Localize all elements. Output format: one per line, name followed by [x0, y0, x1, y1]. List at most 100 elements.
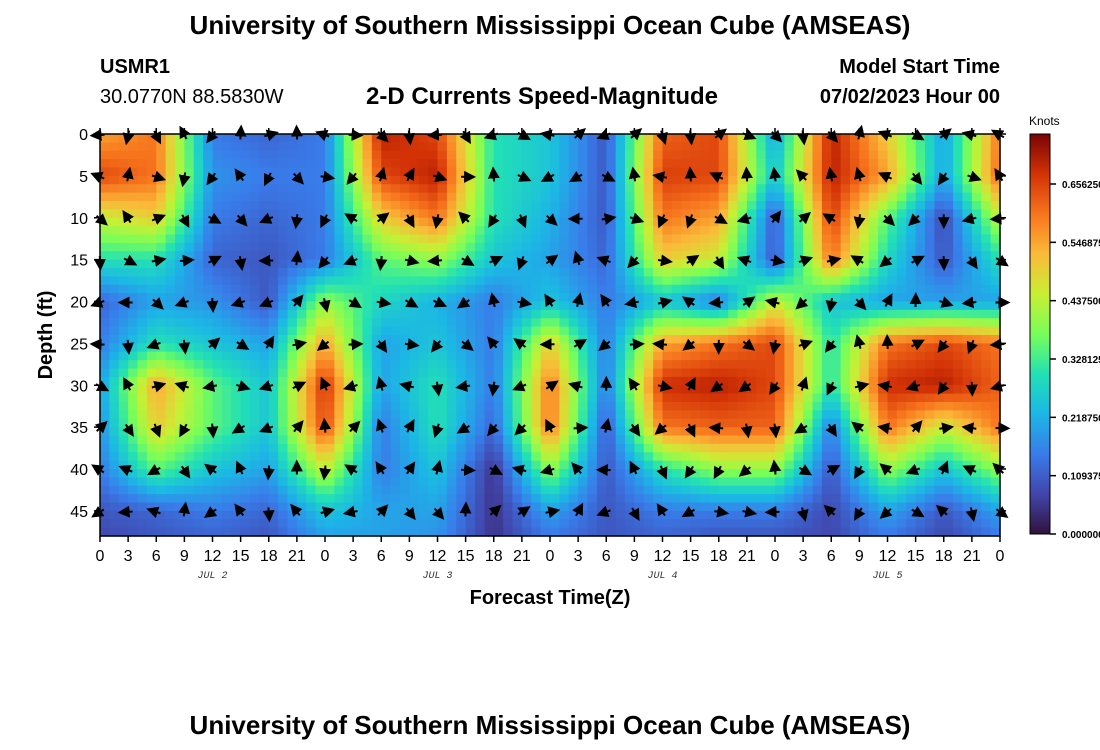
heat-cell	[109, 268, 120, 277]
heat-cell	[156, 393, 167, 403]
heat-cell	[137, 376, 148, 386]
heat-cell	[868, 343, 879, 353]
heat-cell	[165, 276, 176, 286]
heat-cell	[456, 360, 467, 370]
heat-cell	[334, 502, 345, 512]
heat-cell	[915, 242, 926, 252]
heat-cell	[371, 318, 382, 328]
heat-cell	[221, 410, 232, 420]
heat-cell	[953, 175, 964, 185]
heat-cell	[493, 293, 504, 303]
heat-cell	[718, 385, 729, 395]
heat-cell	[409, 226, 420, 236]
heat-cell	[193, 435, 204, 445]
heat-cell	[578, 485, 589, 495]
heat-cell	[437, 469, 448, 478]
heat-cell	[756, 351, 767, 361]
heat-cell	[184, 159, 195, 169]
heat-cell	[775, 150, 785, 160]
heat-cell	[578, 293, 589, 303]
heat-cell	[306, 443, 317, 453]
heat-cell	[193, 167, 204, 177]
heat-cell	[840, 276, 851, 286]
heat-cell	[437, 209, 448, 219]
heat-cell	[456, 284, 467, 294]
heat-cell	[325, 335, 335, 344]
heat-cell	[606, 234, 617, 244]
heat-cell	[381, 251, 392, 261]
heat-cell	[128, 167, 139, 177]
heat-cell	[681, 368, 692, 378]
heat-cell	[250, 460, 260, 470]
heat-cell	[756, 134, 767, 143]
heat-cell	[221, 452, 232, 462]
heat-cell	[915, 485, 926, 495]
heat-cell	[568, 519, 579, 529]
heat-cell	[578, 192, 589, 202]
heat-cell	[465, 418, 476, 428]
heat-cell	[718, 209, 729, 219]
heat-cell	[737, 360, 748, 370]
heat-cell	[165, 418, 176, 428]
heat-cell	[475, 402, 485, 411]
heat-cell	[212, 192, 223, 202]
current-vector-arrow	[853, 334, 866, 349]
heat-cell	[925, 376, 935, 386]
heat-cell	[606, 276, 617, 286]
heat-cell	[240, 477, 251, 487]
heat-cell	[156, 184, 167, 194]
heat-cell	[896, 175, 907, 185]
heat-cell	[503, 201, 514, 210]
heat-cell	[240, 402, 251, 411]
heat-cell	[268, 519, 279, 529]
heat-cell	[653, 402, 664, 411]
heat-cell	[643, 368, 654, 378]
heat-cell	[643, 175, 654, 185]
heat-cell	[559, 376, 570, 386]
heat-cell	[728, 268, 739, 277]
heat-cell	[765, 494, 776, 504]
heat-cell	[184, 242, 195, 252]
heat-cell	[615, 284, 626, 294]
heat-cell	[409, 268, 420, 277]
heat-cell	[446, 410, 457, 420]
heat-cell	[278, 309, 289, 319]
heat-cell	[981, 284, 992, 294]
heat-cell	[709, 452, 720, 462]
heat-cell	[428, 460, 439, 470]
heat-cell	[362, 318, 373, 328]
heat-cell	[484, 159, 495, 169]
heat-cell	[925, 159, 935, 169]
heat-cell	[981, 343, 992, 353]
heat-cell	[943, 418, 954, 428]
heat-cell	[118, 251, 129, 261]
heat-cell	[268, 477, 279, 487]
heat-cell	[700, 301, 710, 311]
heat-cell	[821, 293, 832, 303]
current-vector-arrow	[769, 210, 782, 224]
heat-cell	[531, 393, 542, 403]
heat-cell	[831, 452, 842, 462]
heat-cell	[887, 201, 898, 210]
heat-cell	[821, 242, 832, 252]
heat-cell	[540, 494, 551, 504]
heat-cell	[278, 284, 289, 294]
heat-cell	[718, 360, 729, 370]
heat-cell	[287, 226, 298, 236]
heat-cell	[231, 360, 242, 370]
heat-cell	[634, 134, 645, 143]
heat-cell	[231, 318, 242, 328]
heat-cell	[325, 226, 335, 236]
x-tick-label: 9	[180, 548, 189, 565]
heat-cell	[765, 226, 776, 236]
heat-cell	[784, 209, 795, 219]
heat-cell	[175, 209, 185, 219]
heat-cell	[221, 150, 232, 160]
heat-cell	[146, 276, 157, 286]
heat-cell	[231, 452, 242, 462]
heat-cell	[878, 343, 889, 353]
heat-cell	[343, 527, 354, 537]
heat-cell	[278, 351, 289, 361]
heat-cell	[362, 175, 373, 185]
heat-cell	[371, 435, 382, 445]
